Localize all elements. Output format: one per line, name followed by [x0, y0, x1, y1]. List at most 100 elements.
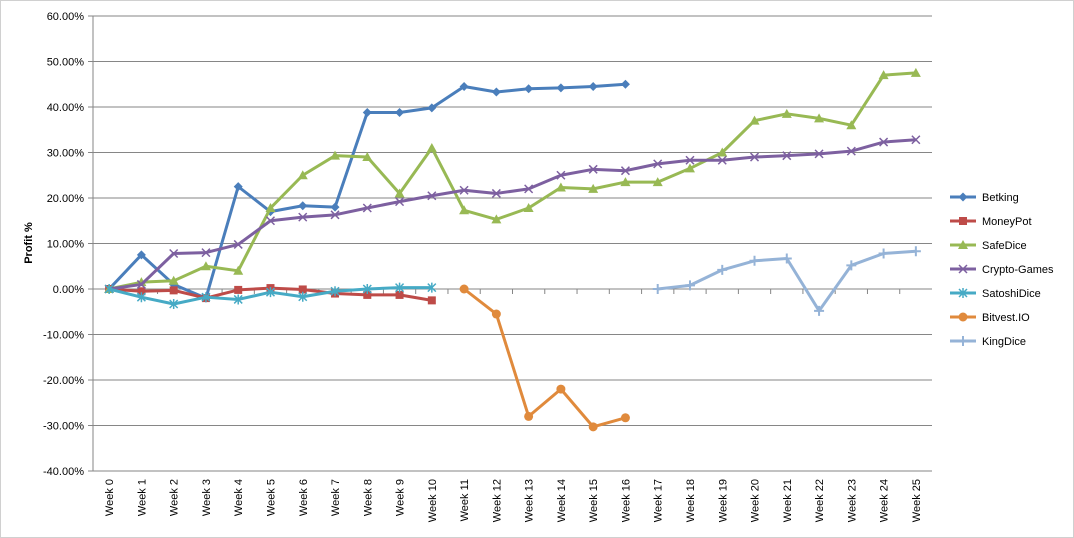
marker	[330, 150, 341, 160]
marker	[911, 135, 921, 145]
marker	[104, 284, 114, 294]
marker	[556, 83, 566, 93]
marker	[958, 240, 968, 249]
y-tick-label: 20.00%	[47, 193, 85, 205]
marker	[588, 164, 598, 174]
marker	[717, 155, 727, 165]
marker	[620, 413, 630, 423]
marker	[588, 82, 598, 92]
marker	[878, 70, 889, 80]
marker	[298, 285, 307, 294]
legend-label: Crypto-Games	[982, 264, 1054, 276]
marker	[781, 108, 792, 118]
x-tick-label: Week 6	[298, 479, 310, 516]
series-line	[108, 138, 916, 291]
marker	[524, 84, 534, 94]
marker	[298, 291, 308, 302]
x-tick-label: Week 15	[588, 479, 600, 522]
x-tick-label: Week 12	[491, 479, 503, 522]
marker	[362, 203, 372, 213]
x-tick-label: Week 20	[750, 479, 762, 522]
marker	[959, 217, 967, 225]
legend-label: MoneyPot	[982, 216, 1032, 228]
x-tick-label: Week 11	[459, 479, 471, 521]
x-tick-label: Week 16	[620, 479, 632, 522]
x-tick-label: Week 5	[265, 479, 277, 516]
x-tick-label: Week 17	[653, 479, 665, 522]
x-tick-label: Week 23	[846, 479, 858, 522]
y-tick-label: -40.00%	[43, 466, 84, 478]
x-tick-label: Week 7	[330, 479, 342, 516]
marker	[910, 67, 921, 77]
marker	[363, 290, 372, 299]
marker	[556, 384, 566, 394]
marker	[395, 282, 405, 293]
x-tick-label: Week 3	[201, 479, 213, 516]
marker	[491, 214, 502, 224]
y-axis-label: Profit %	[23, 222, 35, 264]
marker	[136, 279, 146, 289]
marker	[330, 286, 340, 297]
marker	[362, 107, 372, 117]
marker	[169, 299, 179, 310]
x-tick-label: Week 1	[136, 479, 148, 516]
marker	[362, 284, 372, 294]
legend-label: Bitvest.IO	[982, 312, 1030, 324]
marker	[265, 287, 276, 298]
marker	[749, 152, 760, 162]
marker	[879, 137, 889, 147]
marker	[555, 182, 566, 192]
marker	[298, 212, 308, 222]
marker	[395, 290, 404, 299]
series-line	[108, 71, 916, 291]
marker	[233, 265, 244, 275]
marker	[169, 286, 178, 295]
marker	[749, 115, 760, 125]
marker	[958, 312, 968, 322]
marker	[588, 422, 598, 432]
x-tick-label: Week 22	[814, 479, 826, 522]
y-tick-label: 0.00%	[53, 284, 84, 296]
x-tick-label: Week 10	[427, 479, 439, 522]
x-tick-label: Week 9	[395, 479, 407, 516]
marker	[781, 253, 792, 264]
marker	[653, 159, 663, 169]
marker	[717, 264, 728, 275]
marker	[620, 79, 630, 89]
marker	[878, 248, 889, 259]
marker	[620, 177, 631, 187]
legend-label: SatoshiDice	[982, 288, 1041, 300]
marker	[233, 182, 243, 192]
marker	[362, 152, 373, 162]
marker	[201, 248, 211, 258]
marker	[136, 292, 146, 303]
marker	[652, 284, 663, 294]
marker	[620, 166, 630, 176]
marker	[136, 250, 146, 260]
x-tick-label: Week 2	[169, 479, 181, 516]
y-tick-label: -10.00%	[43, 330, 84, 342]
x-tick-label: Week 19	[717, 479, 729, 522]
marker	[524, 411, 534, 421]
marker	[459, 205, 470, 215]
marker	[459, 284, 469, 294]
marker	[168, 275, 179, 285]
marker	[749, 255, 760, 266]
marker	[958, 336, 968, 346]
marker	[523, 203, 534, 213]
marker	[265, 216, 276, 226]
x-tick-label: Week 8	[362, 479, 374, 516]
y-tick-label: -20.00%	[43, 375, 84, 387]
marker	[846, 120, 857, 130]
marker	[298, 201, 308, 211]
marker	[137, 287, 146, 296]
marker	[233, 294, 243, 305]
marker	[459, 185, 469, 195]
marker	[910, 246, 921, 257]
marker	[814, 113, 825, 123]
marker	[652, 177, 663, 187]
marker	[782, 151, 792, 161]
y-tick-label: 40.00%	[47, 102, 85, 114]
y-tick-label: 50.00%	[47, 57, 85, 69]
